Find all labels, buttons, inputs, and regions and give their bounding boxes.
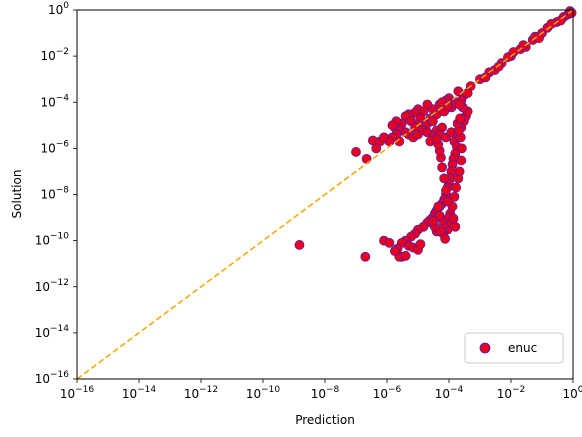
data-point bbox=[427, 216, 438, 227]
data-point bbox=[394, 136, 405, 147]
legend-box bbox=[464, 332, 564, 364]
data-point bbox=[450, 221, 461, 232]
y-tick-label: 10−10 bbox=[35, 232, 70, 248]
x-tick-label: 10−16 bbox=[60, 385, 95, 401]
x-tick-label: 10−8 bbox=[311, 385, 340, 401]
y-tick-label: 10−2 bbox=[40, 47, 69, 63]
x-tick-label: 10−4 bbox=[435, 385, 464, 401]
data-point bbox=[433, 201, 444, 212]
data-point bbox=[518, 40, 529, 51]
data-point bbox=[384, 237, 395, 248]
data-point bbox=[454, 166, 465, 177]
data-point bbox=[360, 251, 371, 262]
y-tick-label: 100 bbox=[48, 1, 69, 17]
data-point bbox=[440, 233, 451, 244]
data-point bbox=[400, 250, 411, 261]
data-point bbox=[566, 7, 577, 18]
x-tick-label: 10−12 bbox=[184, 385, 218, 401]
y-axis-label: Solution bbox=[10, 170, 24, 219]
x-tick-label: 10−14 bbox=[122, 385, 157, 401]
data-point bbox=[451, 182, 462, 193]
data-point bbox=[431, 134, 442, 145]
legend: enuc bbox=[464, 332, 564, 364]
data-point bbox=[371, 143, 382, 154]
x-axis-ticks: 10−16 10−14 10−12 10−10 10−8 10−6 10−4 10−2 100 bbox=[60, 379, 582, 401]
data-point bbox=[379, 132, 389, 143]
data-point bbox=[442, 100, 453, 111]
data-point bbox=[456, 143, 467, 154]
data-point bbox=[546, 18, 557, 29]
data-point bbox=[387, 120, 398, 131]
legend-marker-enuc bbox=[479, 342, 491, 354]
data-point bbox=[390, 246, 400, 257]
data-point bbox=[480, 72, 491, 83]
y-tick-label: 10−14 bbox=[35, 324, 70, 340]
y-axis-ticks: 10−16 10−14 10−12 10−10 10−8 10−6 10−4 10−2 100 bbox=[35, 1, 77, 386]
legend-label-enuc: enuc bbox=[508, 341, 537, 355]
x-tick-label: 10−10 bbox=[246, 385, 281, 401]
y-tick-label: 10−4 bbox=[40, 93, 69, 109]
data-point bbox=[454, 99, 465, 110]
x-tick-label: 10−6 bbox=[373, 385, 402, 401]
data-point bbox=[351, 147, 361, 157]
x-axis-label: Prediction bbox=[295, 413, 355, 427]
data-point bbox=[462, 88, 473, 98]
data-point bbox=[361, 153, 372, 164]
y-tick-label: 10−8 bbox=[40, 186, 69, 202]
y-tick-label: 10−6 bbox=[40, 139, 69, 155]
data-point bbox=[437, 162, 448, 173]
data-point bbox=[294, 240, 305, 250]
data-point bbox=[508, 47, 519, 57]
data-point bbox=[439, 173, 450, 184]
x-tick-label: 100 bbox=[562, 385, 582, 401]
data-point bbox=[442, 196, 453, 207]
data-point bbox=[427, 116, 438, 127]
data-point bbox=[493, 61, 504, 72]
reference-line-layer bbox=[76, 9, 574, 380]
data-point bbox=[436, 226, 446, 237]
data-point bbox=[448, 213, 459, 224]
data-point bbox=[456, 155, 467, 166]
x-tick-label: 10−2 bbox=[497, 385, 526, 401]
data-point bbox=[441, 185, 451, 196]
y-tick-label: 10−16 bbox=[35, 370, 70, 386]
data-point bbox=[455, 113, 466, 124]
data-point bbox=[415, 239, 426, 250]
y-tick-label: 10−12 bbox=[35, 278, 69, 294]
reference-line bbox=[76, 9, 574, 380]
